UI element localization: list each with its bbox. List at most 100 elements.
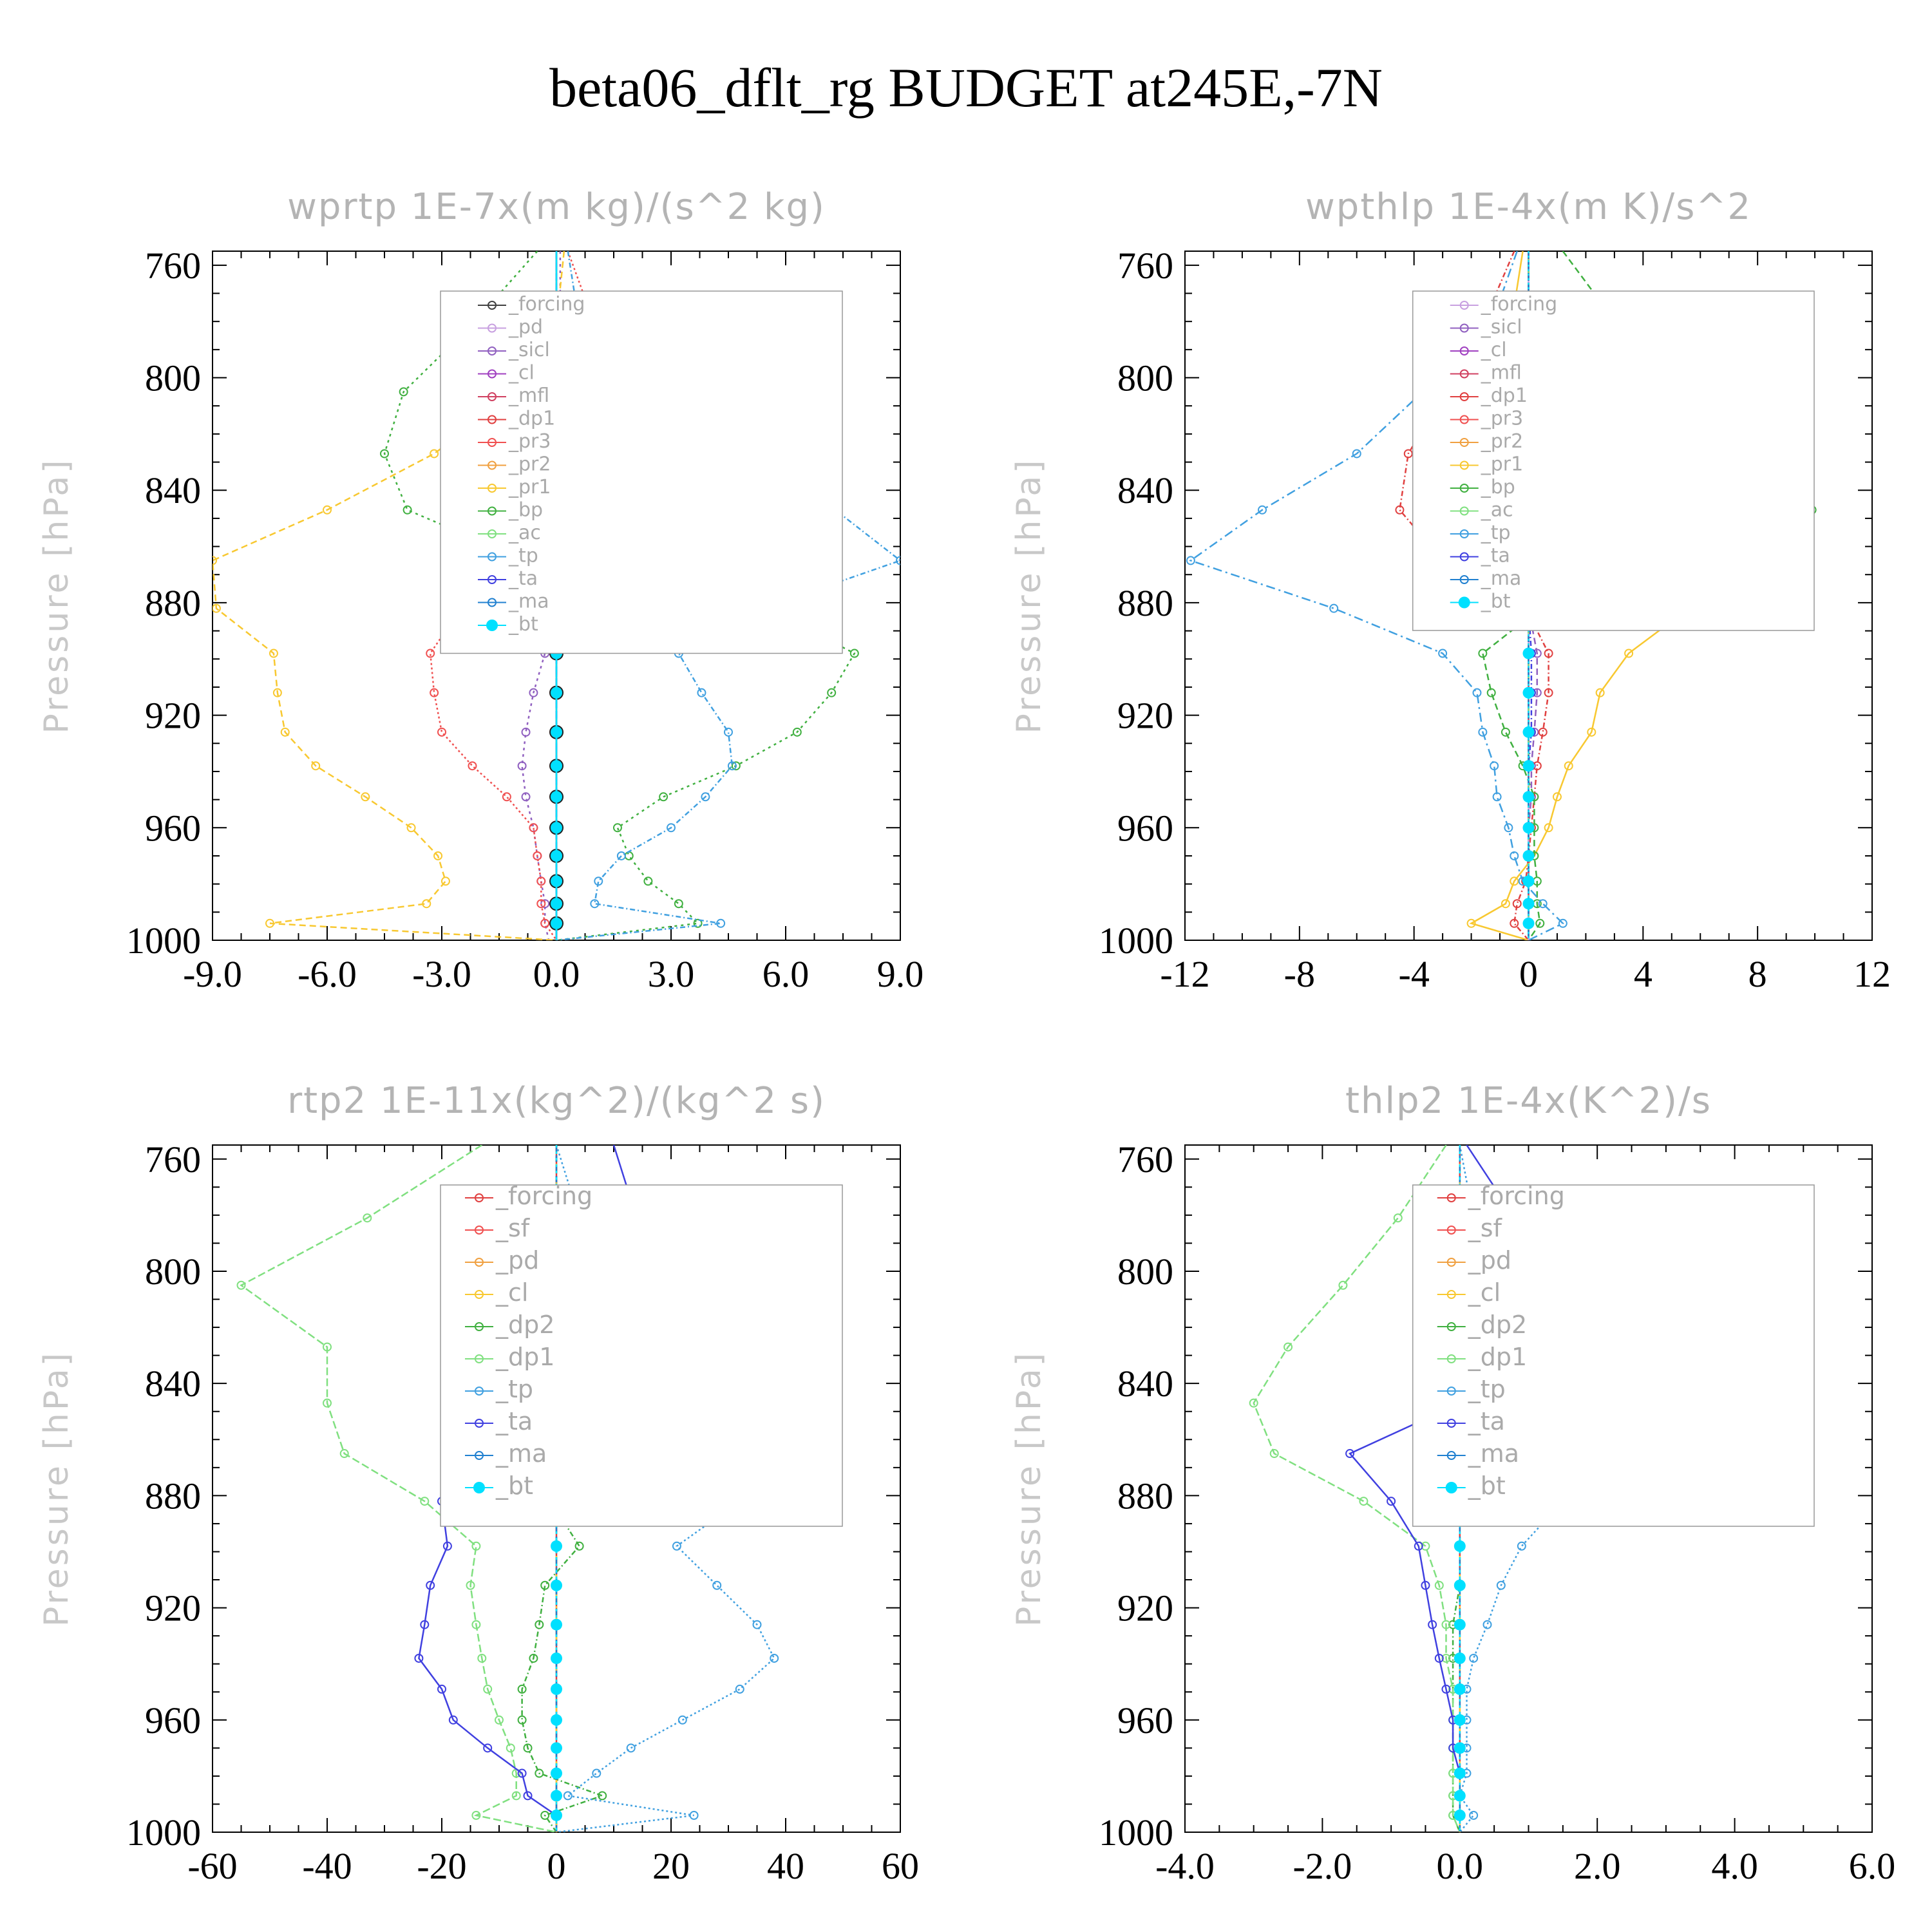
y-tick-label: 880: [1117, 1475, 1173, 1517]
legend-label: _forcing: [1468, 1182, 1565, 1210]
legend-marker: [475, 1354, 484, 1363]
series-tp-point: [1472, 688, 1482, 697]
series-tp-point: [716, 918, 726, 928]
series-tp-point: [1438, 649, 1448, 658]
series-pr1-point: [1624, 649, 1634, 658]
series-dp1-point: [1544, 688, 1553, 697]
legend-marker: [475, 1451, 484, 1460]
series-tp-point: [677, 1715, 687, 1725]
series-ta-point: [437, 1684, 446, 1694]
legend-marker: [488, 415, 497, 424]
legend-marker: [475, 1226, 484, 1235]
legend-label: _cl: [1481, 339, 1507, 361]
series-dp1-point: [483, 1684, 493, 1694]
legend-marker: [1446, 1322, 1456, 1331]
y-tick-label: 880: [145, 1475, 201, 1517]
series-pr3-point: [529, 823, 538, 833]
y-tick-label: 920: [145, 1587, 201, 1629]
series-bp-point: [1478, 649, 1488, 658]
series-bp-point: [693, 918, 703, 928]
series-bt-point: [551, 898, 562, 910]
series-tp-point: [616, 851, 626, 860]
legend-box: [1412, 290, 1815, 631]
series-tp-point: [1496, 1580, 1506, 1590]
series-bp-point: [674, 899, 683, 909]
series-dp2-line: [521, 1145, 605, 1832]
y-tick-label: 960: [1117, 1700, 1173, 1741]
y-tick-label: 920: [1117, 1587, 1173, 1629]
legend-marker: [488, 552, 497, 562]
series-bt-point: [1522, 875, 1535, 887]
y-tick-label: 880: [1117, 582, 1173, 624]
series-pr3-point: [437, 727, 446, 737]
series-pr3-point: [540, 918, 550, 928]
series-pr3-point: [468, 761, 477, 771]
series-tp-point: [592, 1768, 601, 1778]
x-tick-label: 6.0: [762, 953, 810, 995]
legend-marker: [488, 506, 497, 516]
legend-marker: [488, 484, 497, 493]
series-bp-point: [612, 823, 622, 833]
legend-marker: [1446, 1387, 1456, 1396]
legend-label: _dp2: [1468, 1311, 1527, 1339]
legend-marker: [1446, 1258, 1456, 1267]
legend-label: _sicl: [508, 339, 550, 361]
series-pr1-point: [1587, 727, 1596, 737]
series-sicl-point: [521, 727, 531, 737]
series-ta-point: [517, 1768, 527, 1778]
x-tick-label: 0.0: [1437, 1845, 1484, 1887]
x-tick-label: -4: [1399, 953, 1430, 995]
y-tick-label: 760: [145, 245, 201, 287]
legend-marker: [1459, 506, 1469, 516]
legend-marker: [1459, 460, 1469, 470]
y-tick-label: 960: [145, 1700, 201, 1741]
legend-label: _pr1: [1481, 453, 1523, 476]
legend-marker: [486, 620, 498, 631]
series-pr1-point: [406, 823, 416, 833]
series-pr1-point: [361, 792, 370, 802]
series-ta-point: [1414, 1541, 1423, 1551]
legend-marker: [1446, 1354, 1456, 1363]
series-ta-point: [1428, 1620, 1437, 1629]
series-dp1-point: [236, 1280, 246, 1290]
series-dp1-point: [506, 1743, 515, 1753]
x-tick-label: 3.0: [648, 953, 695, 995]
legend-label: _cl: [508, 362, 535, 384]
y-axis-label: Pressure [hPa]: [1010, 1350, 1048, 1627]
x-tick-label: 40: [767, 1845, 804, 1887]
legend-label: _tp: [495, 1375, 533, 1403]
series-pr1-point: [272, 688, 282, 697]
series-pr1-point: [440, 876, 450, 886]
series-dp1-point: [1249, 1398, 1258, 1408]
series-tp-point: [590, 899, 600, 909]
legend-label: _sf: [1468, 1214, 1503, 1242]
series-dp2-point: [529, 1653, 538, 1663]
legend-label: _pd: [508, 316, 543, 339]
series-tp-point: [1492, 792, 1502, 802]
panel-title: rtp2 1E-11x(kg^2)/(kg^2 s): [287, 1080, 826, 1122]
series-ta-point: [483, 1743, 493, 1753]
series-bt-point: [551, 1767, 562, 1779]
series-tp-line: [1189, 251, 1564, 940]
series-bp-point: [624, 851, 634, 860]
series-bt-point: [551, 875, 562, 887]
series-dp1-point: [471, 1541, 481, 1551]
legend-marker: [475, 1387, 484, 1396]
y-tick-label: 760: [1117, 1139, 1173, 1180]
y-tick-label: 840: [145, 469, 201, 511]
series-pr1-point: [1552, 792, 1562, 802]
legend-label: _forcing: [495, 1182, 592, 1210]
series-sicl-point: [517, 761, 527, 771]
legend-label: _dp2: [495, 1311, 554, 1339]
series-tp-point: [697, 688, 706, 697]
series-dp1-point: [471, 1810, 481, 1820]
legend: _forcing_sicl_cl_mfl_dp1_pr3_pr2_pr1_bp_…: [1412, 290, 1815, 631]
series-ta-point: [1421, 1580, 1430, 1590]
y-tick-label: 800: [145, 1251, 201, 1293]
legend-marker: [475, 1322, 484, 1331]
y-tick-label: 1000: [1099, 1812, 1173, 1853]
legend-label: _ta: [495, 1407, 533, 1435]
y-tick-label: 920: [145, 695, 201, 737]
chart-panel-4: thlp2 1E-4x(K^2)/s Pressure [hPa] 760 800 84…: [1010, 1080, 1895, 1887]
y-tick-label: 1000: [1099, 920, 1173, 961]
